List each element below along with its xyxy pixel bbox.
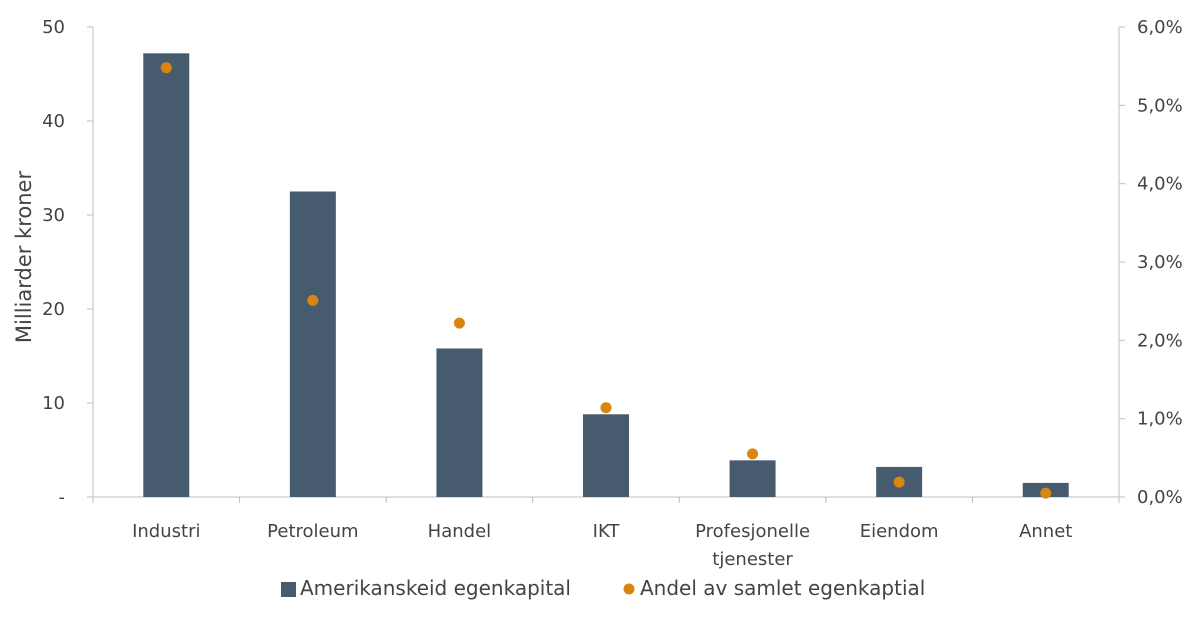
bar [729,460,776,497]
data-point [1040,487,1052,499]
legend-label-bars: Amerikanskeid egenkapital [300,576,571,600]
data-point [307,294,319,306]
x-tick-label: tjenester [712,549,793,570]
x-tick-label: Annet [1019,521,1072,542]
data-point [747,448,759,460]
data-point [600,402,612,414]
data-point [453,317,465,329]
right-tick-label: 0,0% [1137,487,1183,508]
bar [583,414,629,497]
right-tick-label: 3,0% [1137,252,1183,273]
left-tick-label: 20 [42,299,65,320]
right-tick-label: 6,0% [1137,17,1183,38]
x-tick-label: Industri [132,521,200,542]
right-tick-label: 4,0% [1137,174,1183,195]
x-tick-label: Handel [428,521,491,542]
left-tick-label: 50 [42,17,65,38]
bar [143,53,190,497]
right-tick-label: 5,0% [1137,95,1183,116]
data-point [893,476,905,488]
x-tick-label: Eiendom [860,521,939,542]
left-tick-label: 10 [42,393,65,414]
legend-point-swatch [623,583,635,595]
bar [289,191,336,497]
x-tick-label: Profesjonelle [695,521,810,542]
data-point [160,62,172,74]
right-tick-label: 2,0% [1137,330,1183,351]
left-tick-label: 30 [42,205,65,226]
legend-bar-swatch [281,582,296,597]
x-tick-label: Petroleum [267,521,358,542]
y-axis-title: Milliarder kroner [12,171,36,344]
left-tick-label: - [59,487,66,508]
left-tick-label: 40 [42,111,65,132]
right-tick-label: 1,0% [1137,409,1183,430]
bar [436,348,483,497]
legend-label-points: Andel av samlet egenkaptial [640,576,925,600]
x-tick-label: IKT [593,521,621,542]
